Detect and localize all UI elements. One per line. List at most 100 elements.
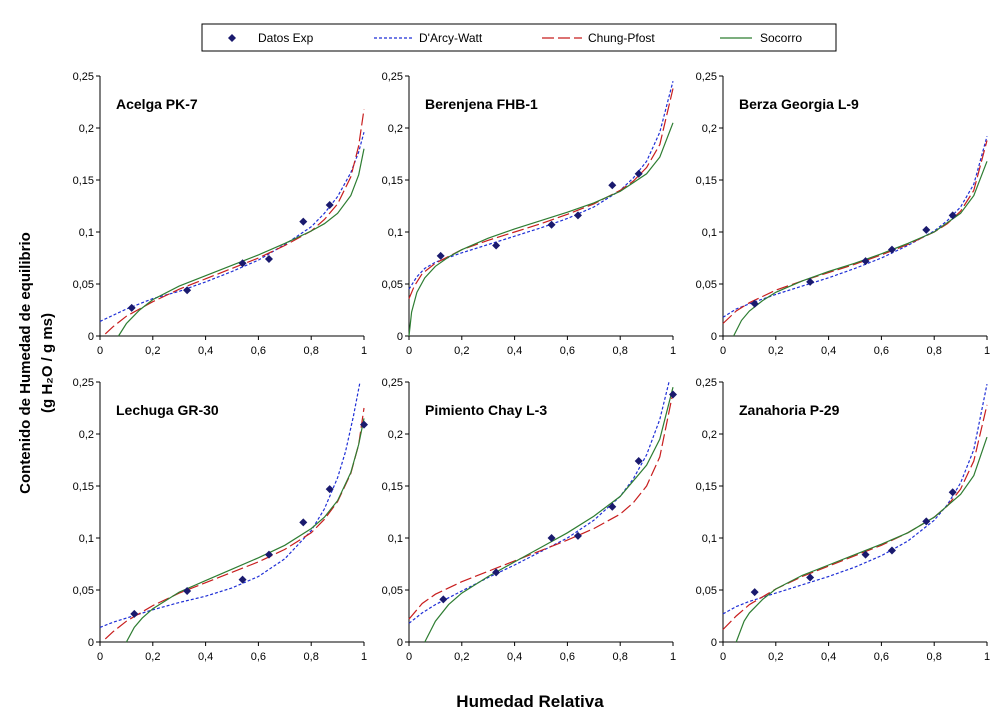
y-tick-label: 0,25 [382,377,403,389]
legend: Datos Exp D'Arcy-Watt Chung-Pfost Socorro [201,23,837,52]
y-tick-label: 0 [88,331,94,343]
x-tick-label: 0,4 [821,345,836,357]
x-tick-label: 0,8 [927,651,942,663]
x-tick-label: 0,4 [507,345,522,357]
series-line [722,140,988,324]
y-tick-label: 0 [711,637,717,649]
x-tick-label: 0,6 [560,345,575,357]
x-tick-label: 0,6 [251,651,266,663]
y-tick-label: 0,1 [702,227,717,239]
x-tick-label: 1 [984,651,990,663]
data-point [492,568,501,577]
y-tick-label: 0 [88,637,94,649]
y-tick-label: 0,2 [388,123,403,135]
data-point [547,220,556,229]
legend-item: D'Arcy-Watt [374,31,483,45]
data-point [634,457,643,466]
data-point [264,255,273,264]
x-tick-label: 0,8 [927,345,942,357]
series-line [104,407,365,640]
series-line [117,148,365,337]
data-point [887,546,896,555]
x-tick-label: 0,8 [304,651,319,663]
data-point [238,575,247,584]
data-point [573,211,582,220]
data-point [750,588,759,597]
data-point [948,488,957,497]
y-tick-label: 0,1 [702,533,717,545]
legend-item: Chung-Pfost [542,31,655,45]
y-tick-label: 0 [397,637,403,649]
y-tick-label: 0,05 [73,585,94,597]
data-point [130,609,139,618]
x-tick-label: 1 [361,651,367,663]
data-point [492,241,501,250]
panels: 0 0,05 0,1 0,15 0,2 0,25 0 0,2 0,4 0,6 0,8 1 Acelga … [73,71,990,663]
series-line [735,436,988,643]
data-point [573,531,582,540]
data-point [669,390,677,399]
y-tick-label: 0,2 [79,429,94,441]
data-point [238,259,247,268]
y-tick-label: 0,1 [79,533,94,545]
x-tick-label: 0,2 [768,651,783,663]
legend-marker [228,34,236,42]
series-line [722,136,988,318]
x-tick-label: 0,4 [198,651,213,663]
y-tick-label: 0,15 [696,481,717,493]
data-point [299,217,308,226]
y-tick-label: 0 [711,331,717,343]
series-line [408,122,674,337]
x-tick-label: 0,2 [145,651,160,663]
panel: 0 0,05 0,1 0,15 0,2 0,25 0 0,2 0,4 0,6 0,8 1 Pimient… [382,377,677,663]
panel-title: Acelga PK-7 [116,96,198,112]
panel: 0 0,05 0,1 0,15 0,2 0,25 0 0,2 0,4 0,6 0,8 1 Zanahor… [696,377,990,663]
series-line [408,392,674,620]
y-tick-label: 0,25 [73,71,94,83]
x-tick-label: 1 [361,345,367,357]
data-point [922,225,931,234]
x-tick-label: 0,2 [454,651,469,663]
x-tick-label: 0,4 [198,345,213,357]
series-line [722,404,988,630]
panel: 0 0,05 0,1 0,15 0,2 0,25 0 0,2 0,4 0,6 0,8 1 Berenje… [382,71,676,357]
x-tick-label: 1 [670,651,676,663]
y-tick-label: 0,15 [73,175,94,187]
x-tick-label: 0,2 [454,345,469,357]
data-point [750,299,759,308]
data-point [325,200,334,209]
data-point [861,550,870,559]
data-point [439,595,448,604]
series-line [408,381,670,624]
data-point [360,420,368,429]
x-tick-label: 0,6 [874,651,889,663]
legend-item: Socorro [720,31,802,45]
data-point [634,169,643,178]
x-tick-label: 0 [720,651,726,663]
data-point [861,257,870,266]
data-point [183,587,192,596]
x-tick-label: 1 [984,345,990,357]
x-axis-label: Humedad Relativa [456,692,604,711]
y-tick-label: 0,15 [696,175,717,187]
x-tick-label: 0,4 [821,651,836,663]
legend-item: Datos Exp [228,31,314,45]
data-point [183,286,192,295]
series-line [408,88,674,299]
legend-label: Chung-Pfost [588,31,655,45]
legend-label: D'Arcy-Watt [419,31,483,45]
series-line [408,81,674,290]
data-point [948,211,957,220]
legend-label: Socorro [760,31,802,45]
x-tick-label: 1 [670,345,676,357]
y-tick-label: 0,05 [73,279,94,291]
x-tick-label: 0 [406,345,412,357]
panel-title: Lechuga GR-30 [116,402,219,418]
x-tick-label: 0 [406,651,412,663]
data-point [547,534,556,542]
y-tick-label: 0,05 [696,585,717,597]
series-line [722,383,988,615]
y-axis-label-line2: (g H₂O / g ms) [39,313,56,413]
y-tick-label: 0,25 [696,377,717,389]
